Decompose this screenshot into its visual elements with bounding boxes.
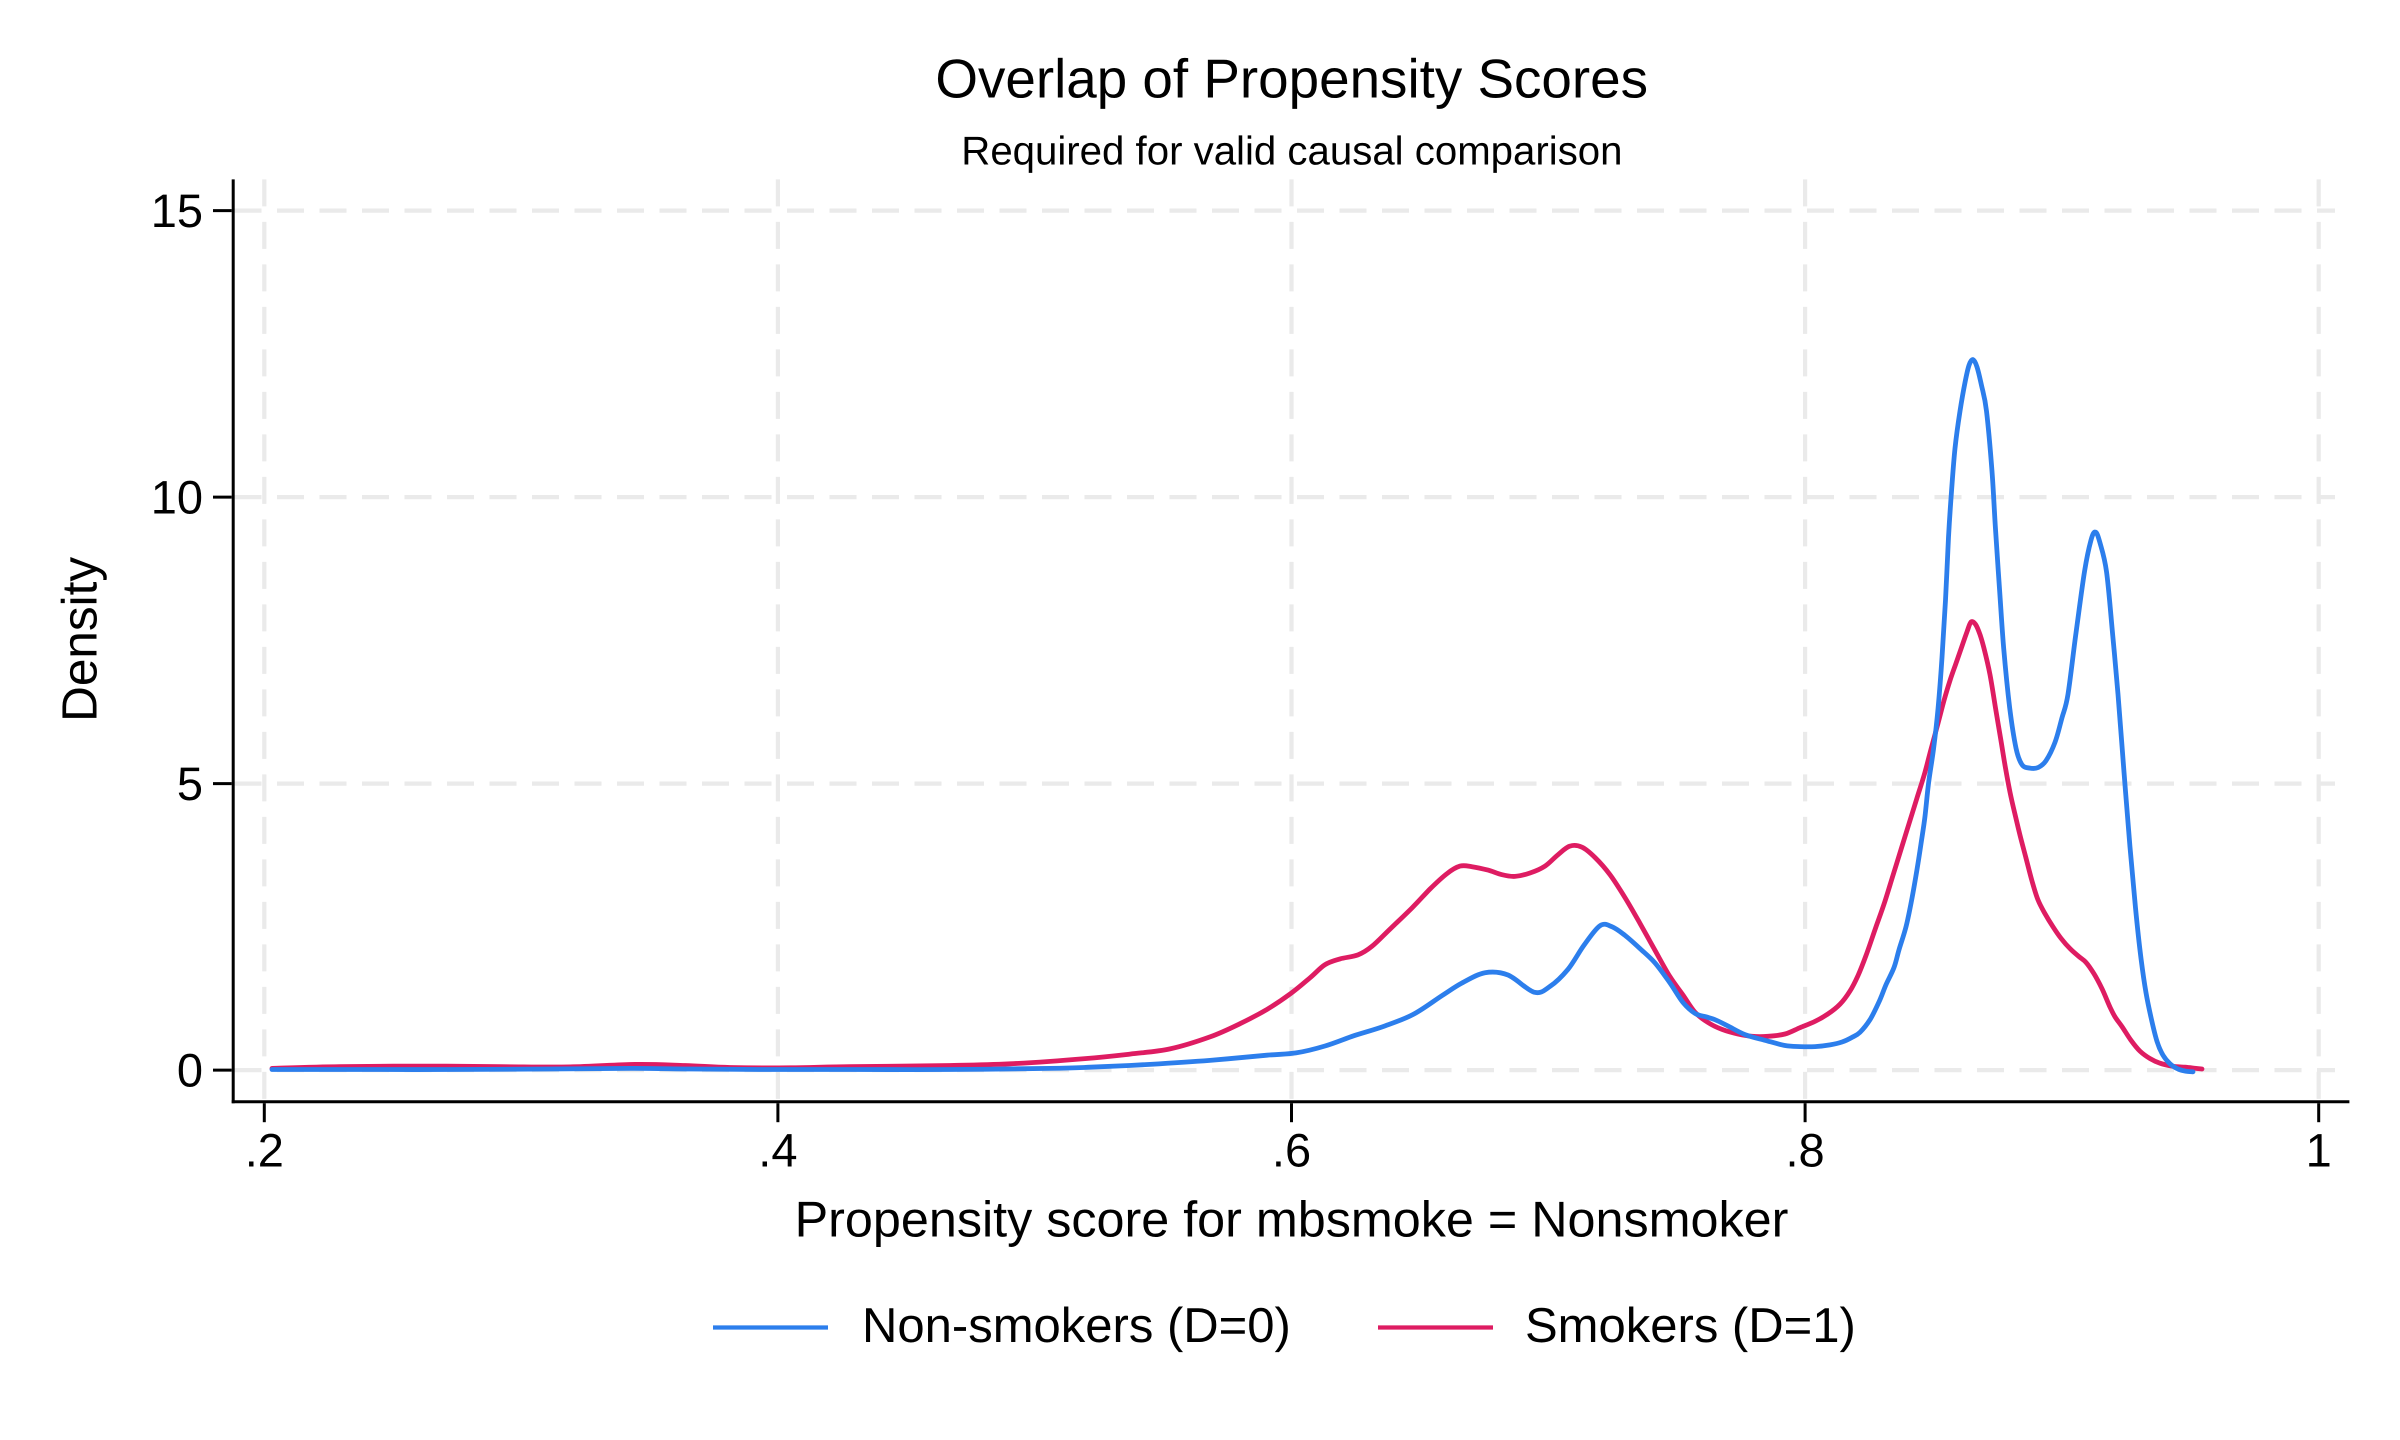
svg-text:10: 10 <box>151 470 203 523</box>
svg-text:Density: Density <box>53 557 108 722</box>
svg-text:1: 1 <box>2306 1124 2332 1177</box>
svg-text:.2: .2 <box>245 1124 284 1177</box>
svg-text:Non-smokers (D=0): Non-smokers (D=0) <box>862 1299 1291 1353</box>
svg-text:5: 5 <box>177 757 203 810</box>
svg-text:Required for valid causal comp: Required for valid causal comparison <box>961 129 1622 174</box>
svg-text:.6: .6 <box>1272 1124 1311 1177</box>
svg-text:15: 15 <box>151 184 203 237</box>
svg-text:0: 0 <box>177 1043 203 1096</box>
svg-text:Propensity score for mbsmoke =: Propensity score for mbsmoke = Nonsmoker <box>795 1191 1789 1248</box>
svg-text:.4: .4 <box>758 1124 797 1177</box>
svg-text:Smokers (D=1): Smokers (D=1) <box>1525 1299 1856 1353</box>
svg-text:.8: .8 <box>1785 1124 1824 1177</box>
svg-text:Overlap of Propensity Scores: Overlap of Propensity Scores <box>935 48 1648 110</box>
